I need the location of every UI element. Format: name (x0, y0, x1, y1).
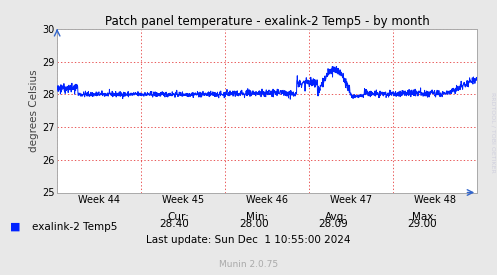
Text: 28.40: 28.40 (159, 219, 189, 229)
Y-axis label: degrees Celsius: degrees Celsius (29, 69, 39, 152)
Text: Max:: Max: (413, 212, 437, 222)
Text: 28.00: 28.00 (239, 219, 268, 229)
Title: Patch panel temperature - exalink-2 Temp5 - by month: Patch panel temperature - exalink-2 Temp… (105, 15, 429, 28)
Text: Avg:: Avg: (325, 212, 348, 222)
Text: 28.09: 28.09 (318, 219, 348, 229)
Text: 29.00: 29.00 (408, 219, 437, 229)
Text: ■: ■ (10, 222, 20, 232)
Text: Munin 2.0.75: Munin 2.0.75 (219, 260, 278, 269)
Text: exalink-2 Temp5: exalink-2 Temp5 (32, 222, 118, 232)
Text: Cur:: Cur: (167, 212, 189, 222)
Text: RRDTOOL / TOBI OETIKER: RRDTOOL / TOBI OETIKER (491, 92, 496, 172)
Text: Min:: Min: (246, 212, 268, 222)
Text: Last update: Sun Dec  1 10:55:00 2024: Last update: Sun Dec 1 10:55:00 2024 (146, 235, 351, 245)
